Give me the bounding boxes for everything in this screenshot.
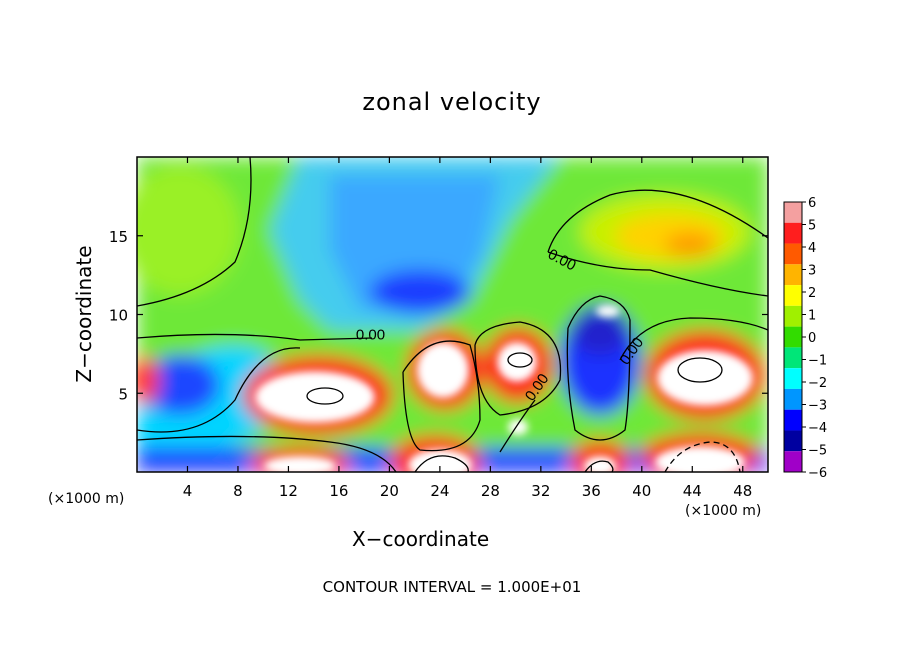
contour-interval-note: CONTOUR INTERVAL = 1.000E+01 bbox=[322, 578, 582, 596]
colorbar-tick-label: 3 bbox=[808, 264, 816, 279]
x-tick-label: 40 bbox=[632, 482, 651, 500]
x-tick-label: 8 bbox=[233, 482, 243, 500]
colorbar-swatch bbox=[784, 264, 802, 286]
y-axis-label: Z−coordinate bbox=[72, 245, 96, 383]
colorbar-swatch bbox=[784, 326, 802, 348]
x-tick-label: 44 bbox=[683, 482, 702, 500]
colorbar-swatch bbox=[784, 430, 802, 452]
x-tick-label: 32 bbox=[531, 482, 550, 500]
colorbar-tick-label: −3 bbox=[808, 399, 827, 414]
colorbar-swatch bbox=[784, 388, 802, 410]
x-tick-label: 16 bbox=[329, 482, 348, 500]
colorbar-tick-label: 4 bbox=[808, 241, 816, 256]
colorbar-tick-label: −2 bbox=[808, 376, 827, 391]
colorbar-swatch bbox=[784, 368, 802, 389]
x-unit-label: (×1000 m) bbox=[685, 503, 762, 519]
colorbar-swatch bbox=[784, 451, 802, 472]
y-tick-label: 5 bbox=[118, 385, 128, 403]
x-tick-label: 48 bbox=[733, 482, 752, 500]
colorbar-tick-label: 6 bbox=[808, 196, 816, 211]
colorbar-tick-label: 2 bbox=[808, 286, 816, 301]
colorbar-swatch bbox=[784, 222, 802, 244]
colorbar-swatch bbox=[784, 347, 802, 369]
x-tick-label: 24 bbox=[430, 482, 449, 500]
y-unit-label: (×1000 m) bbox=[48, 491, 125, 507]
x-tick-label: 20 bbox=[380, 482, 399, 500]
colorbar-tick-label: −4 bbox=[808, 421, 827, 436]
x-axis-label: X−coordinate bbox=[352, 527, 490, 551]
colorbar-swatch bbox=[784, 409, 802, 431]
x-tick-label: 28 bbox=[481, 482, 500, 500]
colorbar-tick-label: 5 bbox=[808, 219, 816, 234]
y-tick-label: 15 bbox=[109, 228, 128, 246]
x-tick-label: 4 bbox=[183, 482, 193, 500]
contour-label: 0.00 bbox=[356, 327, 385, 344]
colorbar-swatch bbox=[784, 243, 802, 265]
heatmap-field bbox=[137, 157, 768, 472]
colorbar-tick-label: −6 bbox=[808, 466, 827, 481]
chart-title: zonal velocity bbox=[362, 88, 542, 116]
x-tick-label: 12 bbox=[279, 482, 298, 500]
colorbar-swatch bbox=[784, 305, 802, 327]
colorbar-tick-label: 0 bbox=[808, 331, 816, 346]
x-tick-label: 36 bbox=[582, 482, 601, 500]
colorbar-swatch bbox=[784, 202, 802, 223]
y-tick-label: 10 bbox=[109, 307, 128, 325]
colorbar-tick-label: 1 bbox=[808, 309, 816, 324]
colorbar-tick-label: −1 bbox=[808, 354, 827, 369]
colorbar-tick-label: −5 bbox=[808, 444, 827, 459]
colorbar-swatch bbox=[784, 285, 802, 306]
